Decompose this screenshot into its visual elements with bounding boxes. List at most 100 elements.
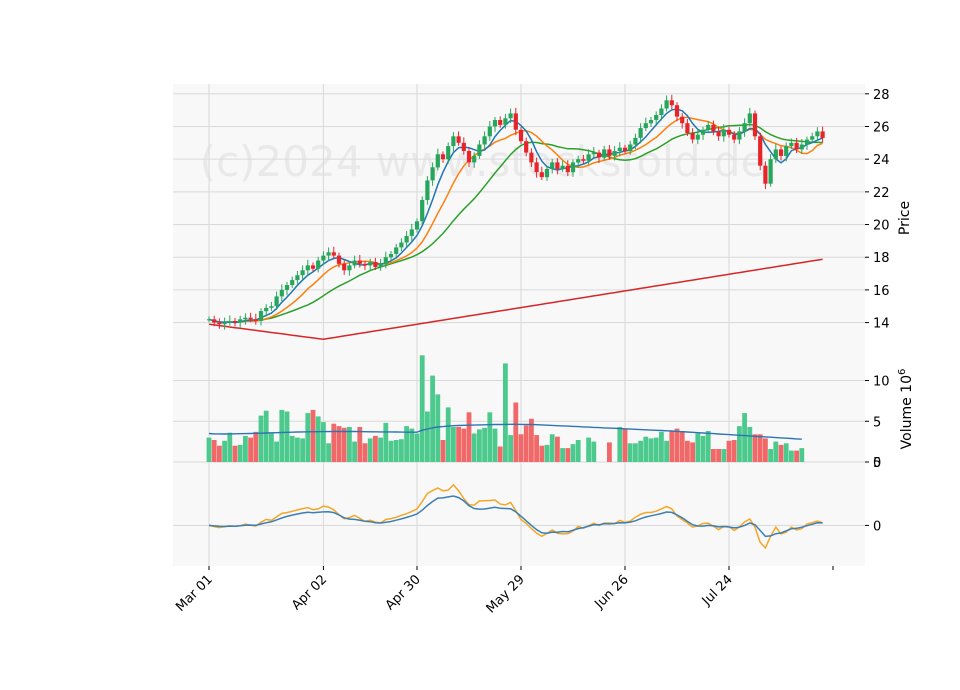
price-tick-label: 18 [873,251,890,266]
candle-body [274,296,279,307]
volume-bar [414,433,420,462]
candle-body [388,254,394,258]
candle-body [680,116,685,124]
candle-body [674,105,680,117]
volume-bar [206,437,212,462]
volume-bar [768,449,773,462]
volume-bar [799,448,805,462]
volume-bar [388,440,394,462]
volume-bar [409,428,415,462]
candle-body [732,134,737,140]
volume-bar [783,443,789,462]
candle-body [290,280,295,285]
volume-bar [383,422,389,462]
volume-bar [430,375,435,462]
volume-bar [575,440,581,462]
volume-bar [253,431,259,462]
candle-body [794,142,799,150]
volume-bar [674,428,680,462]
candle-body [560,165,565,169]
candle-body [581,159,586,161]
candle-body [784,146,789,156]
volume-bar [549,434,555,462]
candle-body [243,317,248,320]
volume-bar [284,411,290,462]
candle-body [586,154,591,161]
candle-body [357,260,362,264]
candle-body [399,242,404,248]
volume-bar [591,441,597,462]
candle-body [524,141,529,153]
candle-body [555,162,560,169]
candle-body [773,149,778,160]
volume-tick-label: 0 [873,456,881,471]
candle-body [217,322,222,325]
candle-body [362,263,368,266]
volume-bar [274,441,279,462]
volume-bar [617,427,623,462]
volume-bar [643,436,649,462]
volume-bar [539,445,545,462]
volume-bar [555,436,560,462]
price-tick-label: 24 [873,153,890,168]
volume-bar [690,442,695,462]
candle-body [414,221,420,230]
candle-body [550,162,555,169]
candle-body [648,120,654,124]
candle-body [482,136,487,145]
candle-body [763,165,768,184]
candle-body [373,262,378,267]
candle-body [347,265,352,271]
candle-body [321,255,326,261]
volume-bar [565,448,571,462]
volume-bar [664,440,669,462]
volume-bar [497,446,503,462]
volume-bar [331,423,337,462]
candle-body [492,120,498,127]
volume-bar [352,441,357,462]
candle-body [721,129,726,137]
candle-body [529,152,534,163]
volume-tick-label: 10 [873,375,890,390]
volume-bar [404,426,409,462]
volume-bar [544,444,550,462]
candle-body [633,137,638,145]
price-axis-label: Price [897,201,913,235]
candle-body [508,113,513,119]
volume-bar [716,449,721,462]
volume-bar [763,438,768,462]
volume-bar [451,427,456,462]
candle-body [487,126,492,137]
volume-axis-exponent: 6 [897,369,908,375]
volume-axis-label: Volume 106 [897,369,915,450]
candle-body [394,247,399,254]
volume-bar [653,437,659,462]
volume-bar [737,426,742,462]
candle-body [628,144,633,151]
volume-bar [440,440,446,462]
candle-body [206,319,212,321]
candle-body [456,136,461,143]
volume-bar [534,435,539,462]
candle-body [238,319,243,323]
candle-body [513,113,518,130]
volume-tick-label: 5 [873,415,881,430]
candle-body [425,180,430,200]
price-tick-label: 28 [873,88,890,103]
volume-bar [289,435,295,462]
candle-body [503,118,508,125]
volume-bar [570,444,576,462]
volume-bar [243,435,248,462]
volume-bar [742,413,747,462]
volume-bar [341,427,347,462]
volume-bar [357,427,363,462]
candle-body [747,113,752,124]
volume-bar [258,415,264,462]
candle-body [638,128,643,138]
volume-bar [529,418,534,462]
candle-body [591,152,596,155]
candle-body [612,151,617,156]
candle-body [539,172,544,178]
volume-bar [305,413,311,462]
candle-body [440,154,446,160]
